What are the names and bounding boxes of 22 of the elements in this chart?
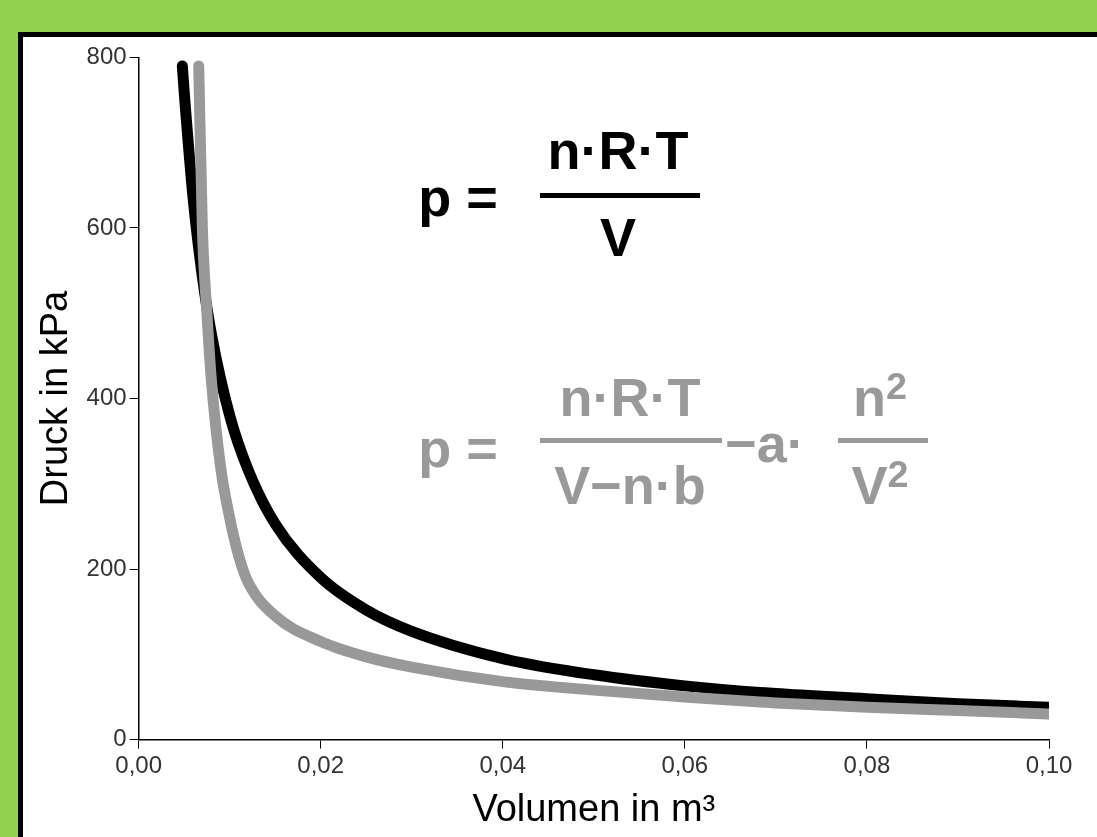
annotation: p = (418, 418, 498, 478)
x-tick-label: 0,00 (115, 750, 162, 778)
x-tick-label: 0,02 (297, 750, 345, 778)
y-axis-title: Druck in kPa (33, 289, 76, 507)
annotation: V−n·b (554, 455, 706, 515)
annotation: n·R·T (547, 120, 689, 180)
y-tick-label: 800 (86, 42, 127, 70)
annotation: V$^{2}$ (851, 453, 909, 515)
x-tick-label: 0,10 (1025, 750, 1073, 778)
y-tick-label: 600 (86, 212, 127, 240)
y-tick-label: 400 (86, 383, 127, 411)
y-tick-label: 0 (113, 724, 127, 752)
annotation: n$^{2}$ (852, 365, 908, 427)
annotation: V (599, 207, 637, 267)
x-tick-label: 0,08 (843, 750, 891, 778)
x-tick-label: 0,06 (661, 750, 709, 778)
x-tick-label: 0,04 (479, 750, 527, 778)
annotation: n·R·T (559, 367, 701, 427)
annotation: p = (418, 167, 498, 227)
y-tick-label: 200 (86, 553, 127, 581)
x-axis-title: Volumen in m³ (472, 786, 716, 829)
annotation: −a· (725, 413, 805, 473)
